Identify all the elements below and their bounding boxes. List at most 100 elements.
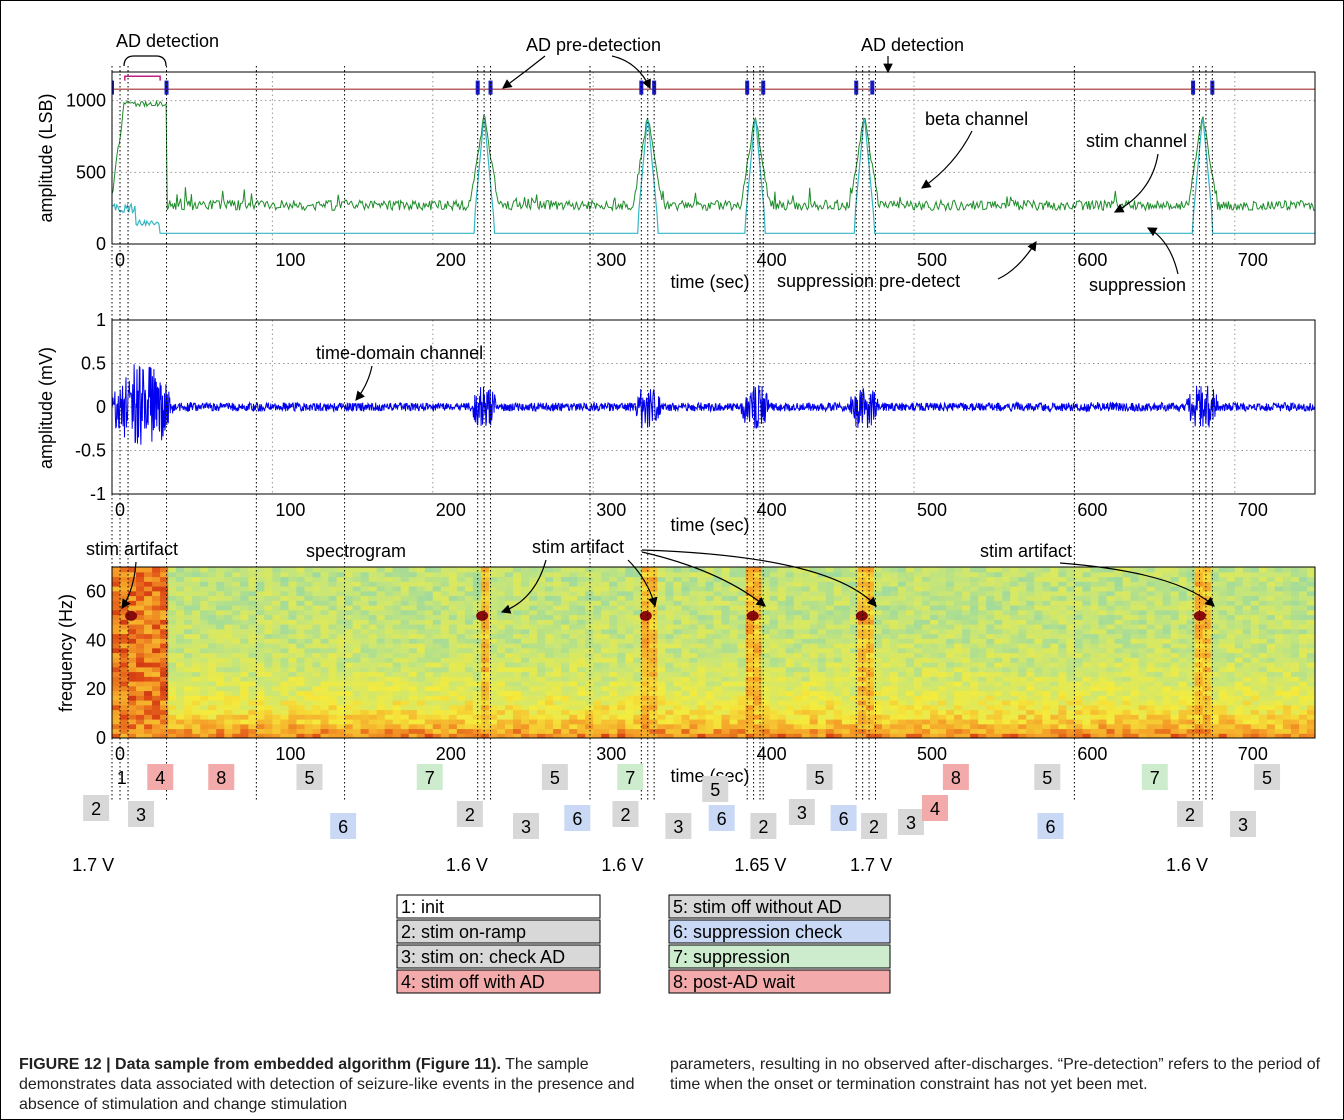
- spectrogram-cell: [120, 605, 129, 611]
- spectrogram-cell: [745, 723, 755, 730]
- spectrogram-cell: [360, 638, 370, 644]
- spectrogram-cell: [673, 614, 683, 620]
- spectrogram-cell: [1122, 733, 1132, 738]
- spectrogram-cell: [721, 690, 731, 696]
- spectrogram-cell: [681, 719, 691, 725]
- spectrogram-cell: [1090, 567, 1100, 573]
- spectrogram-cell: [128, 576, 137, 582]
- spectrogram-cell: [761, 652, 771, 658]
- spectrogram-cell: [1186, 571, 1196, 578]
- spectrogram-cell: [432, 590, 442, 597]
- spectrogram-cell: [553, 633, 562, 639]
- spectrogram-cell: [1010, 576, 1019, 582]
- spectrogram-cell: [1114, 733, 1124, 738]
- spectrogram-cell: [184, 657, 193, 663]
- spectrogram-cell: [1122, 666, 1132, 673]
- spectrogram-cell: [1178, 728, 1188, 734]
- spectrogram-cell: [625, 609, 634, 616]
- spectrogram-cell: [216, 586, 225, 592]
- spectrogram-cell: [633, 733, 642, 738]
- spectrogram-cell: [713, 662, 723, 668]
- spectrogram-cell: [504, 690, 514, 696]
- spectrogram-cell: [1018, 652, 1027, 658]
- spectrogram-cell: [112, 600, 121, 606]
- spectrogram-cell: [1026, 681, 1035, 687]
- spectrogram-cell: [144, 614, 153, 620]
- spectrogram-cell: [216, 571, 225, 578]
- spectrogram-cell: [352, 605, 362, 611]
- spectrogram-cell: [1146, 657, 1156, 663]
- spectrogram-cell: [176, 657, 185, 663]
- spectrogram-cell: [1114, 571, 1124, 578]
- spectrogram-cell: [841, 704, 851, 711]
- spectrogram-cell: [1010, 609, 1019, 616]
- spectrogram-cell: [537, 671, 546, 677]
- spectrogram-cell: [833, 586, 843, 592]
- spectrogram-cell: [577, 662, 586, 668]
- spectrogram-cell: [529, 643, 538, 649]
- spectrogram-cell: [1010, 671, 1019, 677]
- spectrogram-cell: [504, 567, 514, 573]
- spectrogram-cell: [392, 609, 402, 616]
- spectrogram-cell: [456, 733, 466, 738]
- spectrogram-cell: [601, 671, 610, 677]
- spectrogram-cell: [352, 723, 362, 730]
- spectrogram-cell: [649, 709, 658, 715]
- spectrogram-cell: [1026, 567, 1035, 573]
- spectrogram-cell: [224, 586, 233, 592]
- spectrogram-cell: [713, 723, 723, 730]
- spectrogram-cell: [312, 719, 322, 725]
- spectrogram-cell: [529, 638, 538, 644]
- spectrogram-cell: [1034, 586, 1043, 592]
- spectrogram-cell: [328, 662, 338, 668]
- spectrogram-cell: [1130, 733, 1140, 738]
- spectrogram-cell: [200, 709, 209, 715]
- spectrogram-cell: [897, 723, 907, 730]
- spectrogram-cell: [897, 600, 907, 606]
- spectrogram-cell: [673, 638, 683, 644]
- spectrogram-cell: [713, 595, 723, 601]
- spectrogram-cell: [184, 690, 193, 696]
- spectrogram-cell: [769, 624, 779, 630]
- spectrogram-cell: [256, 671, 265, 677]
- spectrogram-cell: [938, 728, 947, 734]
- spectrogram-cell: [160, 624, 169, 630]
- spectrogram-cell: [657, 609, 666, 616]
- spectrogram-cell: [521, 685, 530, 692]
- spectrogram-cell: [625, 614, 634, 620]
- spectrogram-cell: [529, 633, 538, 639]
- spectrogram-cell: [128, 571, 137, 578]
- spectrogram-cell: [224, 600, 233, 606]
- spectrogram-cell: [296, 671, 306, 677]
- spectrogram-cell: [1130, 567, 1140, 573]
- spectrogram-cell: [304, 633, 314, 639]
- spectrogram-cell: [480, 590, 490, 597]
- spectrogram-cell: [504, 709, 514, 715]
- spectrogram-cell: [216, 719, 225, 725]
- spectrogram-cell: [745, 567, 755, 573]
- spectrogram-cell: [962, 590, 971, 597]
- spectrogram-cell: [930, 657, 939, 663]
- spectrogram-cell: [1130, 595, 1140, 601]
- spectrogram-cell: [609, 728, 618, 734]
- spectrogram-cell: [1010, 595, 1019, 601]
- spectrogram-cell: [120, 581, 129, 587]
- spectrogram-cell: [641, 643, 650, 649]
- spectrogram-cell: [881, 704, 891, 711]
- spectrogram-cell: [633, 614, 642, 620]
- spectrogram-cell: [288, 728, 298, 734]
- spectrogram-cell: [617, 619, 626, 625]
- spectrogram-cell: [593, 695, 602, 701]
- spectrogram-cell: [1122, 628, 1132, 635]
- spectrogram-cell: [448, 628, 458, 635]
- spectrogram-cell: [849, 728, 859, 734]
- spectrogram-cell: [1130, 633, 1140, 639]
- spectrogram-cell: [400, 614, 410, 620]
- spectrogram-cell: [1082, 704, 1092, 711]
- spectrogram-cell: [192, 733, 201, 738]
- spectrogram-cell: [1082, 628, 1092, 635]
- spectrogram-cell: [978, 609, 987, 616]
- spectrogram-cell: [889, 647, 899, 654]
- spectrogram-cell: [1186, 695, 1196, 701]
- spectrogram-cell: [833, 733, 843, 738]
